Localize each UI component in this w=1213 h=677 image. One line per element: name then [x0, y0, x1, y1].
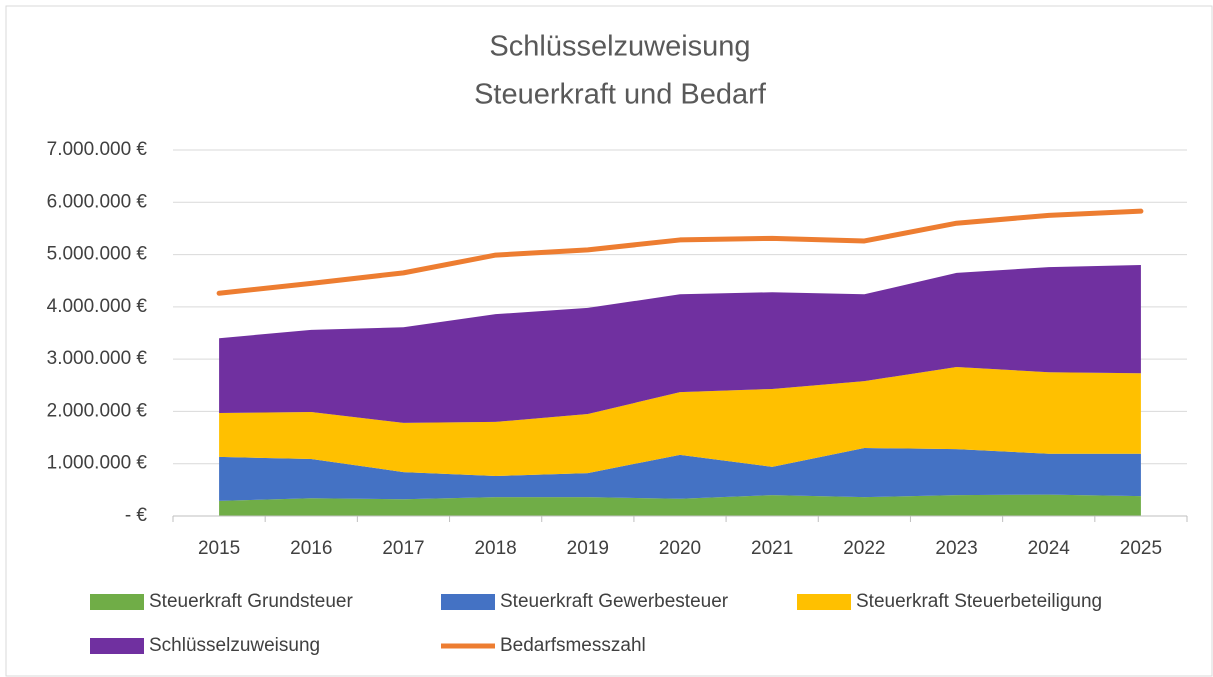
y-tick-label: 4.000.000 € — [47, 296, 148, 317]
y-tick-label: 7.000.000 € — [47, 139, 148, 160]
legend-swatch — [90, 638, 144, 654]
legend-label: Bedarfsmesszahl — [500, 635, 646, 656]
y-tick-label: - € — [125, 505, 148, 526]
y-tick-label: 6.000.000 € — [47, 191, 148, 212]
legend-swatch — [441, 594, 495, 610]
y-tick-label: 1.000.000 € — [47, 453, 148, 474]
area — [219, 494, 1141, 516]
x-tick-label: 2025 — [1120, 538, 1162, 559]
y-tick-label: 2.000.000 € — [47, 400, 148, 421]
legend-label: Steuerkraft Grundsteuer — [149, 591, 353, 612]
x-tick-label: 2024 — [1028, 538, 1071, 559]
x-tick-label: 2016 — [290, 538, 332, 559]
x-tick-label: 2022 — [843, 538, 885, 559]
legend-label: Schlüsselzuweisung — [149, 635, 320, 656]
area — [219, 366, 1141, 477]
x-tick-label: 2019 — [567, 538, 609, 559]
legend-swatch — [90, 594, 144, 610]
area — [219, 265, 1141, 423]
y-tick-label: 5.000.000 € — [47, 244, 148, 265]
area — [219, 448, 1141, 501]
line — [216, 208, 1144, 296]
x-tick-label: 2023 — [935, 538, 977, 559]
x-tick-label: 2018 — [474, 538, 516, 559]
chart-title: Schlüsselzuweisung — [489, 31, 750, 63]
x-tick-label: 2020 — [659, 538, 701, 559]
x-tick-label: 2021 — [751, 538, 793, 559]
legend-label: Steuerkraft Gewerbesteuer — [500, 591, 729, 612]
chart-subtitle: Steuerkraft und Bedarf — [474, 79, 767, 111]
legend-swatch — [797, 594, 851, 610]
y-tick-label: 3.000.000 € — [47, 348, 148, 369]
x-tick-label: 2015 — [198, 538, 240, 559]
x-tick-label: 2017 — [382, 538, 424, 559]
legend-label: Steuerkraft Steuerbeteiligung — [856, 591, 1102, 612]
